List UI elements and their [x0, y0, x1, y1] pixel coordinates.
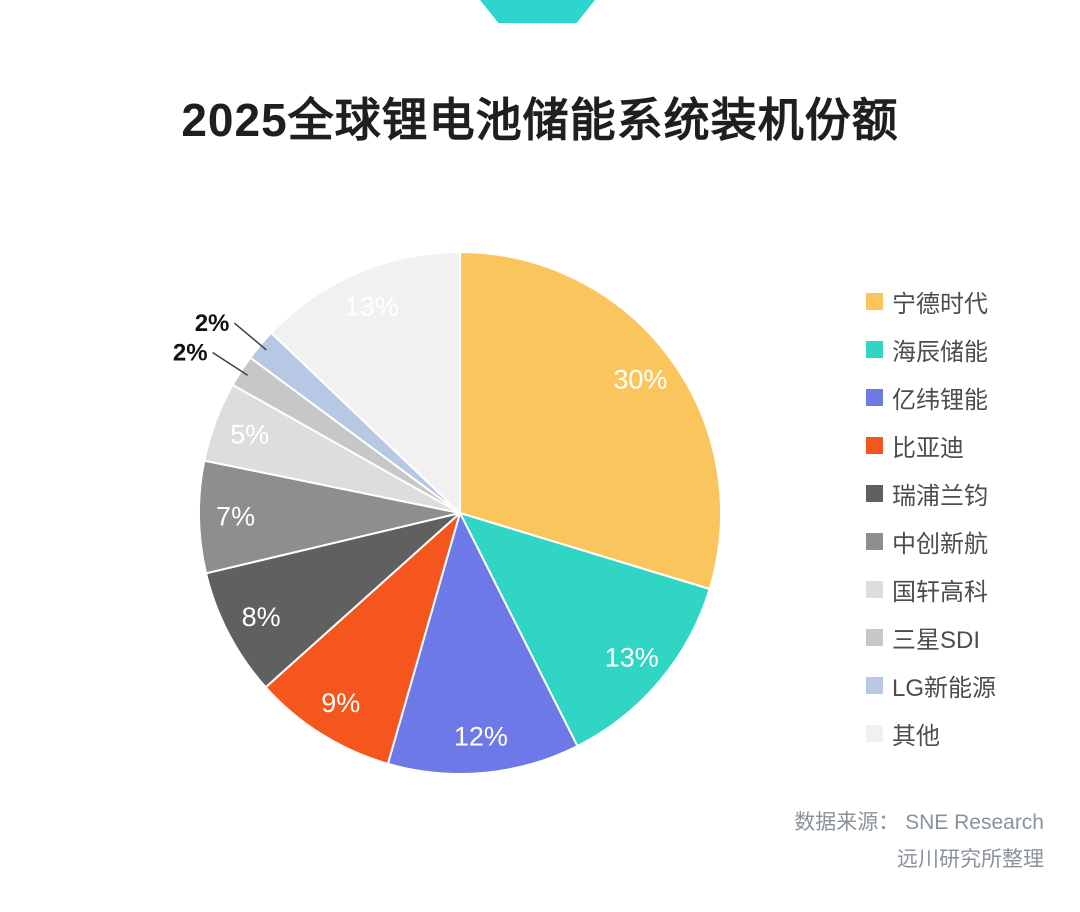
legend-label: 比亚迪 [892, 434, 964, 462]
legend-label: 宁德时代 [892, 290, 988, 318]
legend-swatch-icon [866, 628, 883, 646]
legend-item-10: 其他 [866, 709, 996, 757]
slice-label-3: 12% [454, 721, 508, 751]
label-leader-line [212, 351, 249, 376]
data-source-line2: 远川研究所整理 [897, 848, 1044, 871]
slice-label-10: 13% [345, 292, 399, 322]
pie-slice-6 [198, 459, 461, 575]
pie-slice-5 [205, 512, 461, 689]
legend-item-3: 亿纬锂能 [866, 373, 996, 421]
chart-title: 2025全球锂电池储能系统装机份额 [181, 94, 899, 146]
legend-label: 海辰储能 [892, 338, 988, 366]
legend-label: 国轩高科 [892, 578, 988, 606]
legend-swatch-icon [866, 292, 883, 310]
legend-swatch-icon [866, 676, 883, 694]
legend-label: 瑞浦兰钧 [892, 482, 988, 510]
legend-label: 亿纬锂能 [892, 386, 988, 414]
legend-item-6: 中创新航 [866, 517, 996, 565]
top-ribbon-decoration [480, 0, 595, 23]
pie-slice-4 [264, 512, 461, 765]
legend-item-5: 瑞浦兰钧 [866, 469, 996, 517]
slice-label-6: 7% [216, 501, 255, 531]
legend-item-7: 国轩高科 [866, 565, 996, 613]
slice-label-4: 9% [321, 688, 360, 718]
legend-label: 三星SDI [892, 626, 981, 654]
legend-label: 其他 [892, 722, 940, 750]
legend-item-1: 宁德时代 [866, 277, 996, 325]
legend-swatch-icon [866, 436, 883, 454]
pie-slice-1 [459, 251, 722, 591]
legend-swatch-icon [866, 724, 883, 742]
slice-label-1: 30% [613, 364, 667, 394]
pie-slice-10 [270, 251, 461, 514]
pie-slice-3 [386, 512, 579, 775]
data-source: 数据来源： SNE Research 远川研究所整理 [794, 804, 1044, 878]
legend-swatch-icon [866, 340, 883, 358]
legend-item-8: 三星SDI [866, 613, 996, 661]
legend-label: LG新能源 [892, 674, 997, 702]
label-leader-line [233, 322, 267, 351]
legend-swatch-icon [866, 388, 883, 406]
pie-slice-2 [459, 512, 711, 748]
legend-item-2: 海辰储能 [866, 325, 996, 373]
slice-label-outside-9: 2% [195, 310, 230, 337]
legend-label: 中创新航 [892, 530, 988, 558]
slice-label-2: 13% [605, 643, 659, 673]
legend-swatch-icon [866, 532, 883, 550]
legend-swatch-icon [866, 484, 883, 502]
chart-legend: 宁德时代海辰储能亿纬锂能比亚迪瑞浦兰钧中创新航国轩高科三星SDI LG新能源其他 [866, 277, 996, 757]
legend-item-4: 比亚迪 [866, 421, 996, 469]
slice-label-7: 5% [230, 419, 269, 449]
data-source-line1: 数据来源： SNE Research [794, 811, 1044, 834]
slice-label-outside-8: 2% [173, 339, 208, 366]
slice-label-5: 8% [242, 602, 281, 632]
legend-item-9: LG新能源 [866, 661, 996, 709]
legend-swatch-icon [866, 580, 883, 598]
